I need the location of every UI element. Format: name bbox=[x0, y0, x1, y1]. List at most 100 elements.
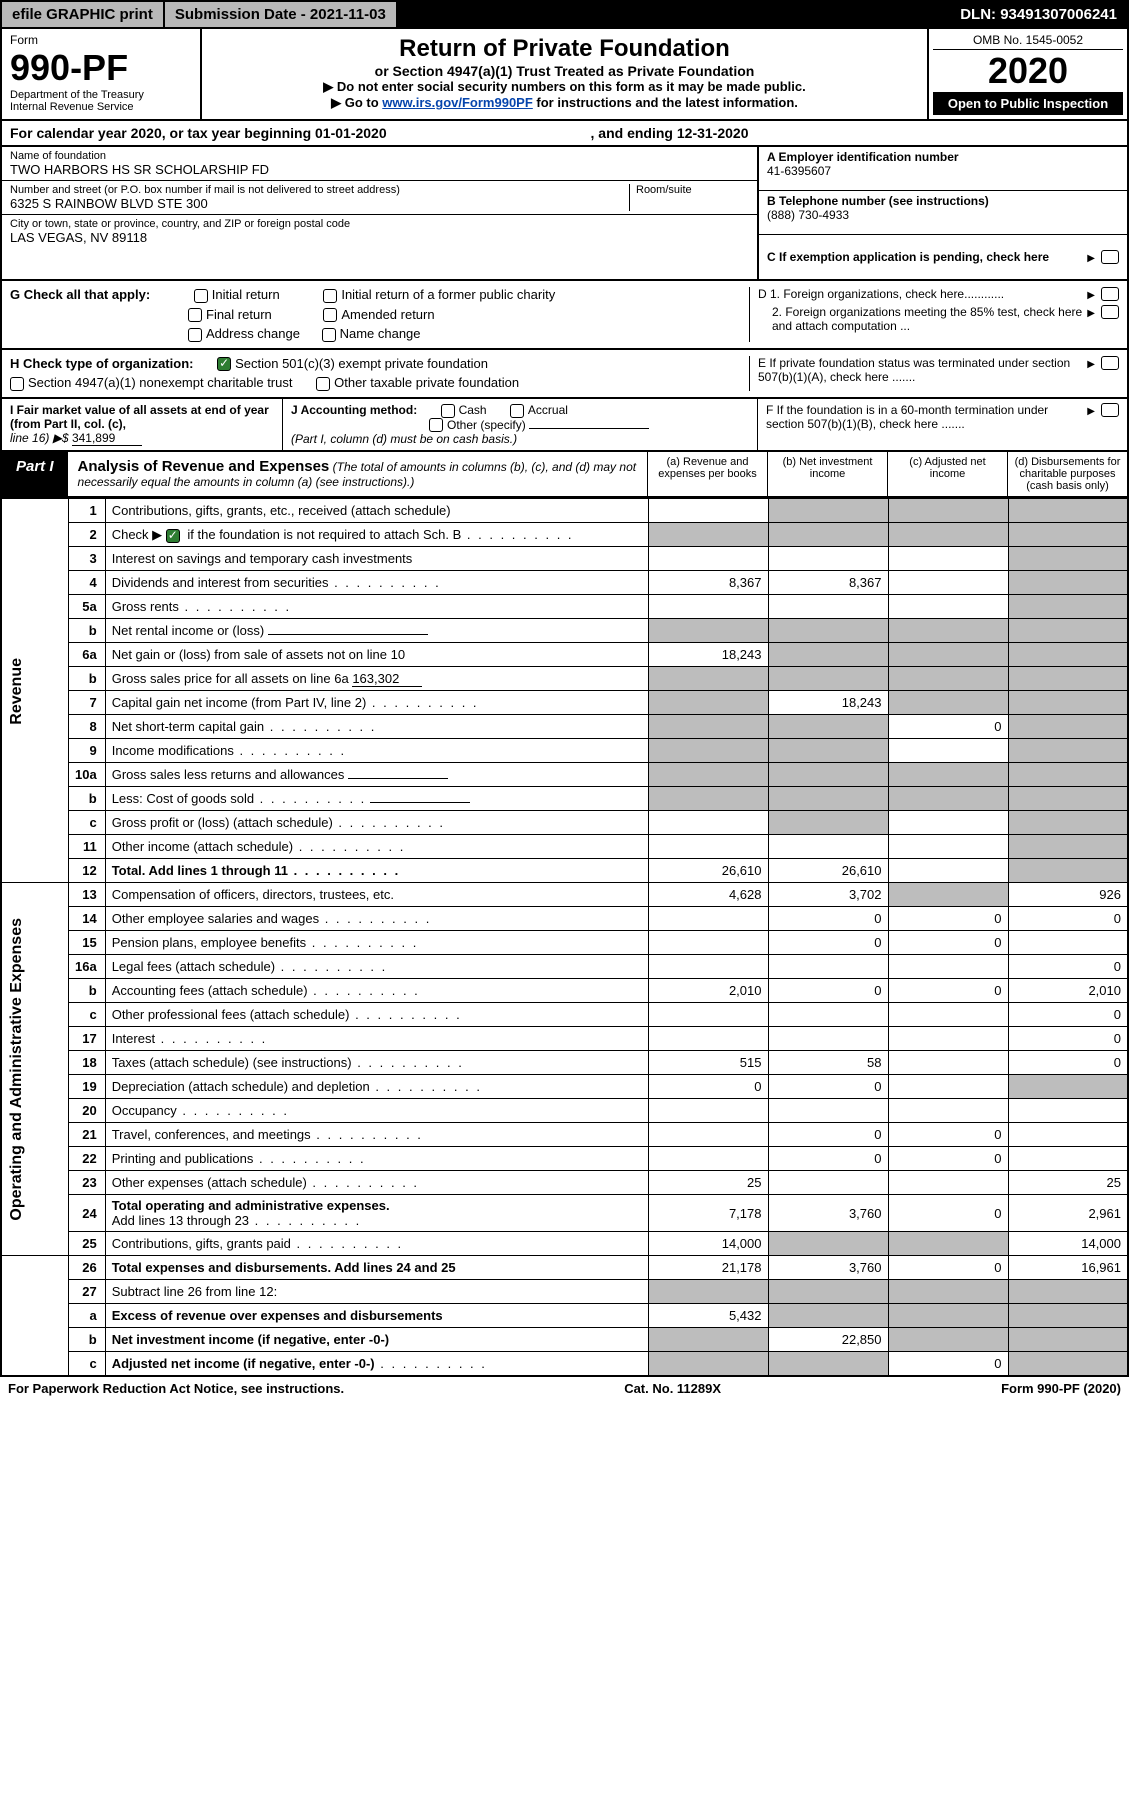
tax-year: 2020 bbox=[933, 50, 1123, 92]
dln-label: DLN: 93491307006241 bbox=[950, 2, 1127, 27]
cash-checkbox[interactable] bbox=[441, 404, 455, 418]
table-row: bAccounting fees (attach schedule)2,0100… bbox=[1, 979, 1128, 1003]
table-row: cOther professional fees (attach schedul… bbox=[1, 1003, 1128, 1027]
col-c-header: (c) Adjusted net income bbox=[887, 452, 1007, 496]
accrual-checkbox[interactable] bbox=[510, 404, 524, 418]
table-row: 19Depreciation (attach schedule) and dep… bbox=[1, 1075, 1128, 1099]
section-g: G Check all that apply: Initial return I… bbox=[0, 281, 1129, 350]
table-row: 24Total operating and administrative exp… bbox=[1, 1195, 1128, 1232]
table-row: 5aGross rents bbox=[1, 595, 1128, 619]
table-row: bNet investment income (if negative, ent… bbox=[1, 1328, 1128, 1352]
initial-return-checkbox[interactable] bbox=[194, 289, 208, 303]
table-row: 9Income modifications bbox=[1, 739, 1128, 763]
city-label: City or town, state or province, country… bbox=[10, 218, 749, 230]
name-label: Name of foundation bbox=[10, 150, 749, 162]
table-row: aExcess of revenue over expenses and dis… bbox=[1, 1304, 1128, 1328]
final-return-checkbox[interactable] bbox=[188, 308, 202, 322]
section-ij: I Fair market value of all assets at end… bbox=[0, 399, 1129, 453]
open-public: Open to Public Inspection bbox=[933, 92, 1123, 115]
col-d-header: (d) Disbursements for charitable purpose… bbox=[1007, 452, 1127, 496]
table-row: 17Interest0 bbox=[1, 1027, 1128, 1051]
calendar-year: For calendar year 2020, or tax year begi… bbox=[0, 121, 1129, 147]
section-h: H Check type of organization: Section 50… bbox=[0, 350, 1129, 399]
i-label: I Fair market value of all assets at end… bbox=[10, 403, 269, 431]
table-row: Operating and Administrative Expenses 13… bbox=[1, 883, 1128, 907]
part1-title: Analysis of Revenue and Expenses bbox=[78, 458, 330, 475]
addr-label: Number and street (or P.O. box number if… bbox=[10, 184, 629, 196]
table-row: 12Total. Add lines 1 through 1126,61026,… bbox=[1, 859, 1128, 883]
d2-checkbox[interactable] bbox=[1101, 305, 1119, 319]
table-row: Revenue 1 Contributions, gifts, grants, … bbox=[1, 499, 1128, 523]
initial-return-former-checkbox[interactable] bbox=[323, 289, 337, 303]
f-checkbox[interactable] bbox=[1101, 403, 1119, 417]
g-label: G Check all that apply: bbox=[10, 287, 150, 302]
form-subtitle: or Section 4947(a)(1) Trust Treated as P… bbox=[208, 63, 921, 79]
footer-left: For Paperwork Reduction Act Notice, see … bbox=[8, 1381, 344, 1396]
501c3-checkbox[interactable] bbox=[217, 357, 231, 371]
omb-number: OMB No. 1545-0052 bbox=[933, 33, 1123, 50]
table-row: 23Other expenses (attach schedule)2525 bbox=[1, 1171, 1128, 1195]
table-row: 18Taxes (attach schedule) (see instructi… bbox=[1, 1051, 1128, 1075]
footer-right: Form 990-PF (2020) bbox=[1001, 1381, 1121, 1396]
table-row: 3Interest on savings and temporary cash … bbox=[1, 547, 1128, 571]
ein-label: A Employer identification number bbox=[767, 150, 1119, 164]
e-checkbox[interactable] bbox=[1101, 356, 1119, 370]
page-footer: For Paperwork Reduction Act Notice, see … bbox=[0, 1377, 1129, 1400]
dept-irs: Internal Revenue Service bbox=[10, 101, 192, 113]
table-row: 8Net short-term capital gain0 bbox=[1, 715, 1128, 739]
table-row: 6aNet gain or (loss) from sale of assets… bbox=[1, 643, 1128, 667]
table-row: bLess: Cost of goods sold bbox=[1, 787, 1128, 811]
table-row: 10aGross sales less returns and allowanc… bbox=[1, 763, 1128, 787]
foundation-info: Name of foundation TWO HARBORS HS SR SCH… bbox=[0, 147, 1129, 281]
ein-value: 41-6395607 bbox=[767, 164, 1119, 178]
other-method-checkbox[interactable] bbox=[429, 418, 443, 432]
d2-label: 2. Foreign organizations meeting the 85%… bbox=[758, 305, 1087, 333]
city-value: LAS VEGAS, NV 89118 bbox=[10, 230, 749, 245]
c-checkbox[interactable] bbox=[1101, 250, 1119, 264]
part1-table: Revenue 1 Contributions, gifts, grants, … bbox=[0, 498, 1129, 1377]
revenue-section-label: Revenue bbox=[8, 658, 26, 725]
form-title: Return of Private Foundation bbox=[208, 35, 921, 63]
footer-mid: Cat. No. 11289X bbox=[624, 1381, 721, 1396]
table-row: 21Travel, conferences, and meetings00 bbox=[1, 1123, 1128, 1147]
schb-checkbox[interactable] bbox=[166, 529, 180, 543]
room-label: Room/suite bbox=[636, 184, 749, 196]
addr-value: 6325 S RAINBOW BLVD STE 300 bbox=[10, 196, 629, 211]
part1-label: Part I bbox=[2, 452, 68, 496]
other-taxable-checkbox[interactable] bbox=[316, 377, 330, 391]
phone-value: (888) 730-4933 bbox=[767, 208, 1119, 222]
efile-label[interactable]: efile GRAPHIC print bbox=[2, 2, 163, 27]
table-row: bGross sales price for all assets on lin… bbox=[1, 667, 1128, 691]
amended-return-checkbox[interactable] bbox=[323, 308, 337, 322]
instruction-2: ▶ Go to www.irs.gov/Form990PF for instru… bbox=[208, 95, 921, 111]
form-label: Form bbox=[10, 33, 192, 47]
part1-header: Part I Analysis of Revenue and Expenses … bbox=[0, 452, 1129, 498]
col-b-header: (b) Net investment income bbox=[767, 452, 887, 496]
submission-date: Submission Date - 2021-11-03 bbox=[165, 2, 396, 27]
table-row: 2 Check ▶ if the foundation is not requi… bbox=[1, 523, 1128, 547]
address-change-checkbox[interactable] bbox=[188, 328, 202, 342]
phone-label: B Telephone number (see instructions) bbox=[767, 194, 1119, 208]
irs-link[interactable]: www.irs.gov/Form990PF bbox=[382, 95, 533, 110]
col-a-header: (a) Revenue and expenses per books bbox=[647, 452, 767, 496]
table-row: cAdjusted net income (if negative, enter… bbox=[1, 1352, 1128, 1376]
table-row: 26Total expenses and disbursements. Add … bbox=[1, 1256, 1128, 1280]
foundation-name: TWO HARBORS HS SR SCHOLARSHIP FD bbox=[10, 162, 749, 177]
name-change-checkbox[interactable] bbox=[322, 328, 336, 342]
d1-checkbox[interactable] bbox=[1101, 287, 1119, 301]
table-row: 15Pension plans, employee benefits00 bbox=[1, 931, 1128, 955]
form-header: Form 990-PF Department of the Treasury I… bbox=[0, 29, 1129, 121]
4947a1-checkbox[interactable] bbox=[10, 377, 24, 391]
table-row: 7Capital gain net income (from Part IV, … bbox=[1, 691, 1128, 715]
j-note: (Part I, column (d) must be on cash basi… bbox=[291, 432, 517, 446]
table-row: 22Printing and publications00 bbox=[1, 1147, 1128, 1171]
table-row: 14Other employee salaries and wages000 bbox=[1, 907, 1128, 931]
e-label: E If private foundation status was termi… bbox=[758, 356, 1087, 384]
top-bar: efile GRAPHIC print Submission Date - 20… bbox=[0, 0, 1129, 29]
form-number: 990-PF bbox=[10, 47, 192, 89]
table-row: 4Dividends and interest from securities8… bbox=[1, 571, 1128, 595]
table-row: 25Contributions, gifts, grants paid14,00… bbox=[1, 1232, 1128, 1256]
c-label: C If exemption application is pending, c… bbox=[767, 250, 1087, 264]
table-row: cGross profit or (loss) (attach schedule… bbox=[1, 811, 1128, 835]
table-row: 11Other income (attach schedule) bbox=[1, 835, 1128, 859]
